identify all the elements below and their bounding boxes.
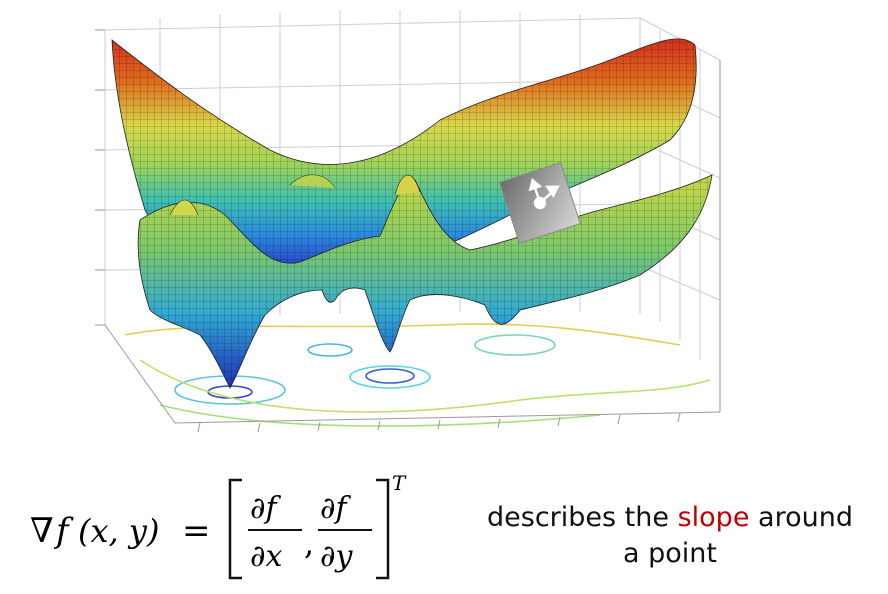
- caption-after: around: [758, 502, 853, 533]
- equals-sign: =: [182, 511, 211, 551]
- function-name: f: [53, 511, 74, 551]
- transpose-superscript: T: [392, 471, 407, 495]
- surface-plot: [95, 10, 721, 433]
- surface-mesh: [111, 38, 713, 389]
- caption: describes the slope around a point: [455, 500, 885, 571]
- caption-highlight-slope: slope: [677, 502, 750, 533]
- nabla-symbol: ∇: [30, 511, 54, 551]
- denominator-1: ∂x: [250, 539, 283, 574]
- axis-ticks: [95, 29, 721, 433]
- gradient-marker: [499, 162, 581, 244]
- gradient-formula: ∇ f (x, y) = ∂f ∂x , ∂f ∂y T: [30, 470, 430, 588]
- numerator-2: ∂f: [320, 491, 352, 526]
- caption-line-2: a point: [623, 537, 717, 569]
- left-bracket: [228, 478, 242, 580]
- gradient-arrows-icon: [528, 178, 560, 210]
- denominator-2: ∂y: [320, 539, 354, 574]
- right-bracket: [376, 478, 390, 580]
- caption-line-1: describes the slope around: [455, 500, 885, 536]
- comma: ,: [304, 524, 314, 562]
- numerator-1: ∂f: [250, 491, 282, 526]
- caption-before: describes the: [487, 502, 669, 533]
- formula-svg: ∇ f (x, y) = ∂f ∂x , ∂f ∂y T: [30, 471, 407, 580]
- function-args: (x, y): [78, 512, 159, 550]
